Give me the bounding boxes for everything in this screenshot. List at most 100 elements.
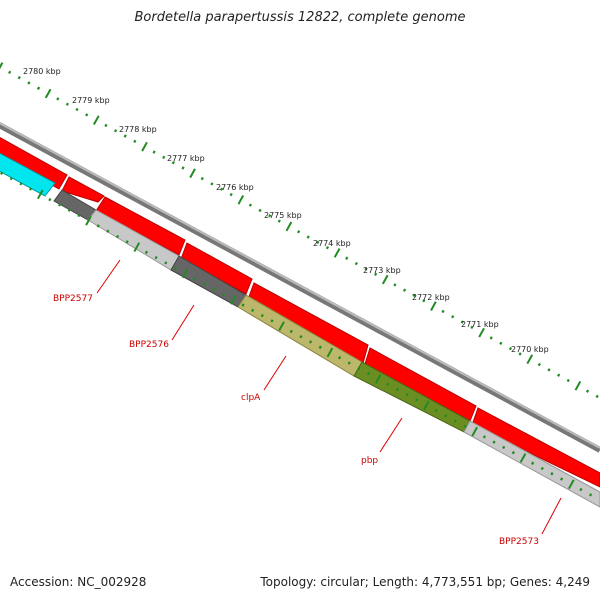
major-tick [133,242,141,252]
forward-cds-4[interactable] [180,242,253,295]
tick-label: 2771 kbp [461,320,499,329]
minor-tick [502,445,506,450]
forward-cds-1[interactable] [0,132,68,190]
minor-tick [202,282,206,286]
minor-tick [171,160,175,165]
minor-tick [441,309,445,314]
minor-tick [589,493,593,497]
gene-label[interactable]: BPP2573 [499,537,539,547]
forward-strand-track [0,132,600,488]
gene-label[interactable]: pbp [361,456,378,466]
minor-tick [354,261,358,266]
minor-tick [386,382,390,386]
minor-tick [104,123,108,128]
minor-tick [366,371,371,376]
major-tick [430,301,437,311]
minor-tick [152,150,156,154]
minor-tick [412,293,416,298]
accession-text: Accession: NC_002928 [10,575,147,589]
forward-cds-3[interactable] [95,196,186,256]
minor-tick [374,272,378,276]
scale-labels: 2780 kbp 2779 kbp 2778 kbp 2777 kbp 2776… [23,67,549,354]
tick-label: 2777 kbp [167,154,205,163]
minor-tick [463,424,467,429]
major-tick [189,168,196,179]
major-tick [93,115,100,125]
major-tick [37,189,44,200]
minor-tick [58,203,62,207]
minor-tick [451,315,455,319]
tick-label: 2780 kbp [23,67,61,76]
minor-tick [173,266,178,270]
minor-tick [258,208,262,213]
major-tick [471,426,478,437]
minor-tick [560,477,564,481]
major-tick [526,354,534,365]
minor-tick [453,419,457,423]
minor-tick [268,214,272,218]
minor-tick [248,203,252,207]
minor-tick [393,283,397,287]
minor-tick [0,171,4,175]
minor-tick [241,303,245,307]
minor-tick [96,224,100,228]
minor-tick [9,176,13,181]
tick-label: 2773 kbp [363,266,401,275]
minor-tick [85,113,89,117]
forward-cds-5[interactable] [246,282,369,368]
minor-tick [154,255,158,260]
minor-tick [270,319,274,323]
tick-label: 2774 kbp [313,239,351,248]
gene-label[interactable]: BPP2576 [129,340,169,350]
leader-line [171,304,195,341]
minor-tick [585,389,590,393]
minor-tick [29,187,33,191]
major-tick [230,294,237,305]
topology-summary-text: Topology: circular; Length: 4,773,551 bp… [260,575,590,589]
major-tick [478,327,485,338]
major-tick [568,479,575,490]
minor-tick [550,472,554,476]
minor-tick [260,313,264,318]
minor-tick [289,329,293,334]
minor-tick [540,466,544,471]
forward-cds-7[interactable] [471,407,600,488]
backbone-track [0,121,600,453]
minor-tick [27,81,31,85]
minor-tick [162,155,166,160]
minor-tick [357,366,361,371]
gene-label[interactable]: BPP2577 [53,294,93,304]
minor-tick [579,487,583,492]
minor-tick [48,197,52,202]
minor-tick [251,308,255,313]
minor-tick [537,362,541,367]
minor-tick [415,398,419,402]
forward-cds-2[interactable] [61,176,105,203]
major-tick [237,195,245,205]
minor-tick [499,341,503,345]
leader-line [379,417,403,453]
major-tick [374,374,382,384]
minor-tick [395,387,400,392]
major-tick [285,221,293,232]
major-tick [333,248,341,258]
gene-label[interactable]: clpA [241,393,261,403]
minor-tick [114,129,118,133]
reverse-cds-cyan[interactable] [0,148,56,197]
minor-tick [518,352,522,356]
minor-tick [133,139,137,144]
minor-tick [297,230,301,234]
major-tick [181,268,189,279]
minor-tick [115,234,120,239]
leader-line [263,355,287,391]
minor-tick [422,299,426,303]
minor-tick [547,368,551,372]
minor-tick [306,235,310,239]
major-tick [381,274,389,285]
minor-tick [531,461,535,465]
tick-label: 2775 kbp [264,211,302,220]
minor-tick [17,75,21,80]
minor-tick [200,176,204,181]
minor-tick [434,408,438,413]
